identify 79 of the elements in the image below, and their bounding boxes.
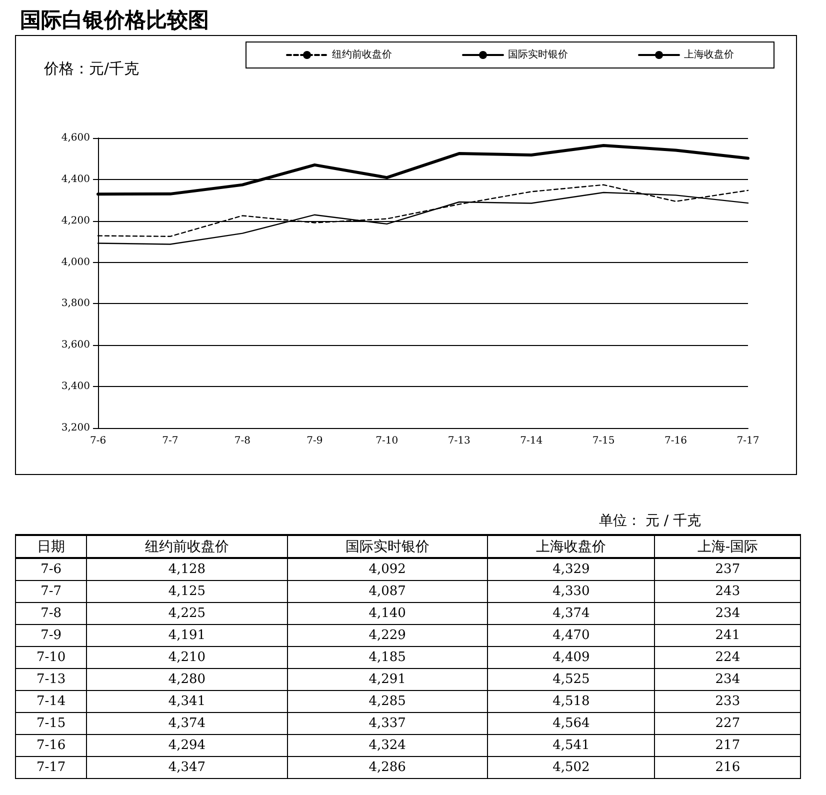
legend-label: 国际实时银价 <box>508 48 568 60</box>
x-tick-label: 7-6 <box>90 436 106 446</box>
text: 国际实时银价 <box>287 535 488 558</box>
x-tick-label: 7-9 <box>306 436 323 446</box>
data-label: 243 <box>654 580 800 602</box>
chart-title: 国际白银价格比较图 <box>20 7 209 34</box>
data-label: 4,337 <box>287 712 488 734</box>
y-tick-label: 4,600 <box>61 132 90 144</box>
data-label: 4,286 <box>287 756 488 778</box>
data-label: 4,087 <box>287 580 488 602</box>
x-tick-label: 7-17 <box>736 436 760 446</box>
x-tick-label: 7-15 <box>592 436 615 446</box>
data-label: 4,347 <box>86 756 288 778</box>
x-tick-label: 7-14 <box>520 436 543 446</box>
data-label: 4,185 <box>287 646 488 668</box>
data-label: 4,518 <box>488 690 655 712</box>
category-label: 7-15 <box>16 712 87 734</box>
data-label: 224 <box>654 646 800 668</box>
data-label: 4,285 <box>287 690 488 712</box>
data-label: 4,470 <box>488 624 655 646</box>
x-tick-label: 7-16 <box>664 436 688 446</box>
category-label: 7-17 <box>16 756 87 778</box>
data-label: 4,541 <box>488 734 655 756</box>
category-label: 7-10 <box>16 646 87 668</box>
y-tick-label: 3,800 <box>61 298 90 310</box>
data-label: 4,330 <box>488 580 655 602</box>
category-label: 7-6 <box>16 558 87 580</box>
text: 单位： 元 / 千克 <box>598 512 702 531</box>
category-label: 7-8 <box>16 602 87 624</box>
data-label: 4,128 <box>86 558 288 580</box>
data-label: 4,409 <box>488 646 655 668</box>
data-label: 4,140 <box>287 602 488 624</box>
y-tick-label: 4,400 <box>61 174 90 185</box>
category-label: 7-14 <box>16 690 87 712</box>
data-label: 227 <box>654 712 800 734</box>
data-label: 4,324 <box>287 734 488 756</box>
data-label: 4,210 <box>86 646 288 668</box>
y-axis-title: 价格：元/千克 <box>43 60 140 78</box>
category-label: 7-16 <box>16 734 87 756</box>
data-label: 4,291 <box>287 668 488 690</box>
category-label: 7-7 <box>16 580 87 602</box>
text: 纽约前收盘价 <box>86 535 288 558</box>
data-label: 241 <box>654 624 800 646</box>
data-label: 4,341 <box>86 690 288 712</box>
data-label: 234 <box>654 602 800 624</box>
data-label: 4,125 <box>86 580 288 602</box>
y-tick-label: 4,000 <box>61 256 90 268</box>
data-label: 216 <box>654 756 800 778</box>
category-label: 7-13 <box>16 668 87 690</box>
data-label: 4,502 <box>488 756 655 778</box>
text: 上海收盘价 <box>488 535 655 558</box>
data-label: 4,329 <box>488 558 655 580</box>
legend-label: 纽约前收盘价 <box>332 48 392 60</box>
y-tick-label: 3,600 <box>61 340 90 351</box>
data-label: 4,525 <box>488 668 655 690</box>
data-label: 4,225 <box>86 602 288 624</box>
y-tick-label: 4,200 <box>61 215 90 226</box>
text: 上海-国际 <box>654 535 800 558</box>
data-label: 4,374 <box>86 712 288 734</box>
data-label: 237 <box>654 558 800 580</box>
data-label: 234 <box>654 668 800 690</box>
y-tick-label: 3,400 <box>61 381 90 392</box>
data-label: 4,191 <box>86 624 288 646</box>
text: 日期 <box>16 535 87 558</box>
y-tick-label: 3,200 <box>61 422 90 434</box>
data-label: 4,374 <box>488 602 655 624</box>
category-label: 7-9 <box>16 624 87 646</box>
x-tick-label: 7-8 <box>234 436 250 446</box>
data-label: 4,564 <box>488 712 655 734</box>
data-label: 217 <box>654 734 800 756</box>
data-label: 4,294 <box>86 734 288 756</box>
legend-label: 上海收盘价 <box>684 48 734 60</box>
data-label: 4,229 <box>287 624 488 646</box>
x-tick-label: 7-13 <box>448 436 470 446</box>
x-tick-label: 7-10 <box>376 436 398 446</box>
data-label: 4,280 <box>86 668 288 690</box>
data-label: 233 <box>654 690 800 712</box>
x-tick-label: 7-7 <box>162 436 178 446</box>
data-label: 4,092 <box>287 558 488 580</box>
